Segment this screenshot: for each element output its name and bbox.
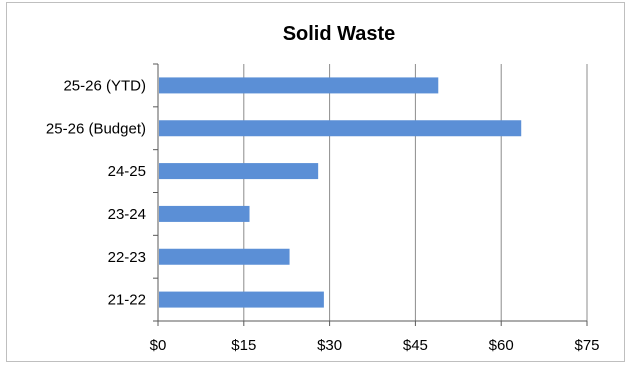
x-tick-label: $0 [150,337,167,354]
category-label: 24-25 [108,163,146,180]
x-tick-label: $75 [574,337,599,354]
category-label: 21-22 [108,292,146,309]
x-tick-label: $60 [489,337,514,354]
x-tick-label: $30 [317,337,342,354]
tick-labels: $0 $15 $30 $45 $60 $75 [150,337,600,354]
bar [159,163,319,180]
bar [159,248,290,265]
category-labels: 25-26 (YTD) 25-26 (Budget) 24-25 23-24 22-23… [46,77,146,308]
category-label: 25-26 (Budget) [46,120,146,137]
bar [159,120,522,137]
gridlines [243,64,588,321]
x-tick-label: $45 [403,337,428,354]
bars [159,77,522,308]
bar [159,291,324,308]
chart-title: Solid Waste [283,23,396,45]
axes [153,63,588,326]
bar [159,77,439,94]
x-tick-label: $15 [231,337,256,354]
category-label: 22-23 [108,249,146,266]
category-label: 25-26 (YTD) [63,77,146,94]
category-label: 23-24 [108,206,146,223]
bar [159,205,250,222]
